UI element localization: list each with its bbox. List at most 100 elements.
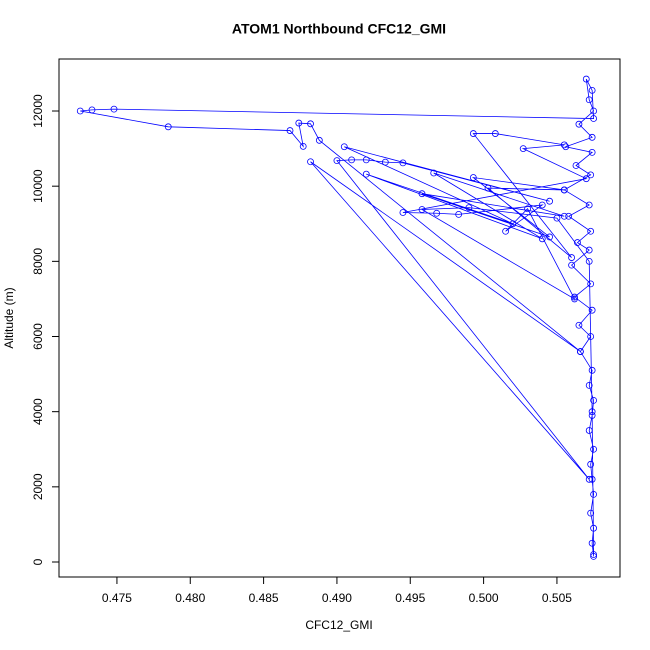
- data-point: [333, 157, 341, 165]
- data-point: [590, 552, 597, 560]
- data-point: [571, 295, 578, 303]
- data-point: [572, 162, 580, 169]
- x-tick-label: 0.480: [175, 591, 205, 605]
- data-point: [562, 143, 570, 151]
- data-point: [455, 210, 463, 218]
- data-point: [588, 539, 596, 547]
- data-point: [509, 220, 517, 228]
- data-point: [587, 227, 595, 235]
- data-point: [362, 170, 370, 178]
- y-tick-label: 8000: [31, 248, 45, 275]
- data-point: [546, 197, 553, 205]
- data-point: [574, 239, 581, 246]
- data-point: [469, 130, 477, 137]
- data-point: [491, 130, 499, 137]
- data-point: [588, 306, 596, 314]
- data-point: [88, 106, 96, 114]
- data-point: [524, 205, 531, 213]
- data-point: [585, 201, 593, 209]
- y-tick-label: 10000: [31, 169, 45, 203]
- data-point: [588, 86, 596, 94]
- data-point: [538, 235, 546, 243]
- data-point: [590, 115, 597, 122]
- data-point: [430, 169, 438, 177]
- series-line: [80, 78, 595, 557]
- data-point: [587, 460, 595, 468]
- data-point: [585, 381, 593, 389]
- x-tick-label: 0.475: [102, 591, 132, 605]
- data-point: [582, 175, 590, 183]
- plot-frame: [58, 58, 621, 578]
- data-point: [577, 348, 584, 355]
- x-tick-label: 0.500: [469, 591, 499, 605]
- data-point: [164, 123, 172, 131]
- x-tick-label: 0.495: [395, 591, 425, 605]
- data-point: [484, 184, 492, 192]
- data-point: [560, 212, 568, 220]
- data-point: [590, 524, 597, 532]
- data-point: [299, 142, 307, 150]
- data-point: [588, 148, 596, 156]
- data-point: [307, 158, 314, 166]
- data-point: [585, 475, 593, 483]
- y-tick-label: 0: [31, 558, 45, 565]
- chart-title: ATOM1 Northbound CFC12_GMI: [232, 21, 446, 37]
- data-point: [519, 145, 527, 152]
- x-tick-label: 0.485: [249, 591, 279, 605]
- x-axis-label: CFC12_GMI: [305, 618, 372, 632]
- data-point: [585, 96, 593, 104]
- data-point: [588, 408, 596, 416]
- data-point: [585, 427, 593, 434]
- data-point: [560, 186, 568, 194]
- data-point: [362, 156, 370, 164]
- data-point: [381, 158, 389, 166]
- data-point: [340, 143, 348, 151]
- y-axis-label: Altitude (m): [2, 287, 16, 348]
- data-point: [546, 233, 553, 241]
- data-point: [568, 254, 575, 261]
- data-point: [433, 209, 441, 217]
- data-point: [307, 120, 314, 128]
- x-tick-label: 0.505: [542, 591, 572, 605]
- y-tick-label: 2000: [31, 473, 45, 500]
- data-point: [286, 127, 294, 134]
- data-point: [587, 333, 595, 340]
- data-point: [465, 204, 473, 212]
- data-point: [560, 141, 568, 149]
- data-point: [571, 293, 578, 301]
- data-point: [590, 396, 597, 404]
- data-point: [590, 551, 597, 558]
- data-point: [553, 214, 561, 222]
- data-point: [76, 107, 84, 115]
- data-point: [538, 201, 546, 209]
- data-point: [588, 366, 596, 374]
- data-point: [110, 105, 118, 113]
- data-point: [568, 261, 575, 269]
- data-point: [348, 156, 356, 164]
- data-point: [588, 412, 596, 419]
- data-point: [399, 159, 407, 167]
- data-point: [587, 509, 595, 517]
- data-point: [585, 246, 593, 254]
- data-point: [399, 209, 407, 216]
- y-tick-label: 4000: [31, 398, 45, 425]
- data-point: [575, 120, 583, 128]
- data-point: [315, 136, 323, 144]
- data-point: [295, 119, 303, 127]
- y-tick-label: 6000: [31, 323, 45, 350]
- data-point: [588, 133, 596, 141]
- data-point: [575, 321, 583, 329]
- data-point: [502, 227, 510, 235]
- data-point: [418, 206, 426, 213]
- data-point: [418, 190, 426, 198]
- y-tick-label: 12000: [31, 94, 45, 128]
- data-point: [590, 490, 597, 498]
- data-point: [588, 475, 596, 483]
- data-point: [587, 280, 595, 288]
- data-point: [587, 171, 595, 179]
- data-point: [582, 75, 590, 83]
- data-point: [590, 107, 597, 115]
- data-point: [469, 174, 477, 181]
